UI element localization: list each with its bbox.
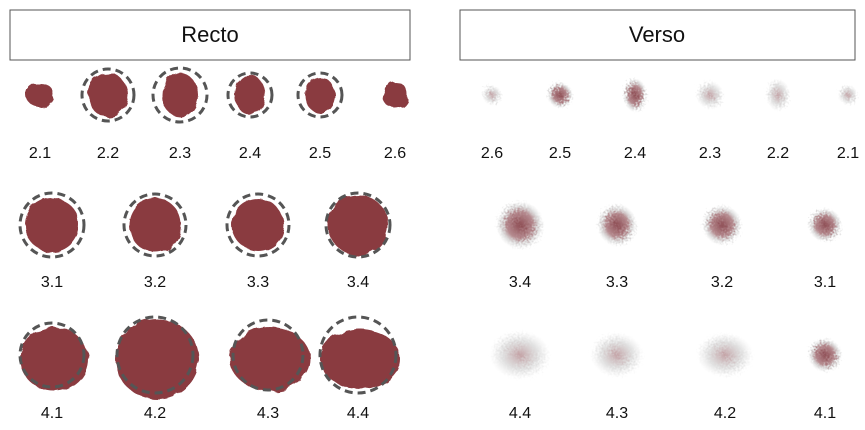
- sample-label: 2.4: [239, 145, 261, 162]
- header-box: [9, 9, 411, 61]
- stain: [623, 78, 647, 112]
- header-box: [459, 9, 856, 61]
- stain: [88, 73, 128, 117]
- stain: [320, 329, 400, 389]
- sample-label: 4.4: [347, 405, 369, 422]
- dashed-circle: [80, 67, 136, 123]
- dashed-circle: [18, 191, 86, 259]
- stain: [162, 73, 198, 117]
- dashed-circle: [122, 192, 188, 258]
- dashed-circle: [115, 315, 195, 395]
- sample-label: 3.1: [41, 274, 63, 291]
- sample-label: 2.6: [384, 145, 406, 162]
- stain: [482, 85, 502, 105]
- dashed-circle: [226, 71, 274, 119]
- sample-label: 4.3: [257, 405, 279, 422]
- sample-label: 2.1: [837, 145, 859, 162]
- sample-label: 2.5: [309, 145, 331, 162]
- stain: [129, 198, 181, 252]
- stain: [496, 201, 544, 249]
- stain: [20, 327, 88, 391]
- dashed-circle: [151, 66, 209, 124]
- stain: [230, 327, 310, 391]
- sample-label: 3.4: [347, 274, 369, 291]
- stain: [597, 204, 637, 246]
- stain: [490, 331, 550, 379]
- dashed-circle: [318, 315, 398, 395]
- sample-label: 4.4: [509, 405, 531, 422]
- stain: [305, 77, 335, 113]
- sample-label: 4.1: [814, 405, 836, 422]
- stain: [838, 85, 858, 105]
- sample-label: 4.3: [606, 405, 628, 422]
- stain: [808, 208, 842, 242]
- sample-label: 3.3: [606, 274, 628, 291]
- sample-label: 2.6: [481, 145, 503, 162]
- dashed-circle: [225, 192, 291, 258]
- sample-label: 3.4: [509, 274, 531, 291]
- stain: [808, 338, 842, 372]
- sample-label: 3.3: [247, 274, 269, 291]
- sample-label: 2.1: [29, 145, 51, 162]
- dashed-circle: [18, 321, 86, 389]
- sample-label: 3.2: [711, 274, 733, 291]
- stain: [702, 205, 742, 245]
- sample-label: 3.1: [814, 274, 836, 291]
- panel-title: Verso: [629, 22, 685, 47]
- panel-title: Recto: [181, 22, 238, 47]
- sample-label: 2.5: [549, 145, 571, 162]
- stains: 2.1 2.2 2.3 2.4 2.5 2.6 3.1 3.2 3.3 3.4 4.1 4.2 4.3 4…: [18, 66, 859, 422]
- stain: [328, 195, 388, 255]
- sample-label: 4.1: [41, 405, 63, 422]
- stain: [382, 82, 408, 108]
- stain: [591, 333, 643, 377]
- sample-label: 2.3: [169, 145, 191, 162]
- stain: [766, 79, 790, 111]
- stain: [115, 319, 199, 399]
- stain: [697, 333, 753, 377]
- stain: [696, 81, 724, 109]
- sample-label: 4.2: [144, 405, 166, 422]
- stain: [26, 83, 54, 107]
- sample-label: 2.4: [624, 145, 646, 162]
- stain: [25, 198, 79, 252]
- sample-label: 2.3: [699, 145, 721, 162]
- stain: [232, 199, 284, 251]
- sample-label: 4.2: [714, 405, 736, 422]
- dashed-circle: [231, 318, 305, 392]
- dashed-circle: [324, 191, 392, 259]
- sample-label: 2.2: [97, 145, 119, 162]
- sample-label: 2.2: [767, 145, 789, 162]
- stain: [547, 82, 573, 108]
- dashed-circle: [296, 71, 344, 119]
- sample-label: 3.2: [144, 274, 166, 291]
- stain: [235, 75, 265, 115]
